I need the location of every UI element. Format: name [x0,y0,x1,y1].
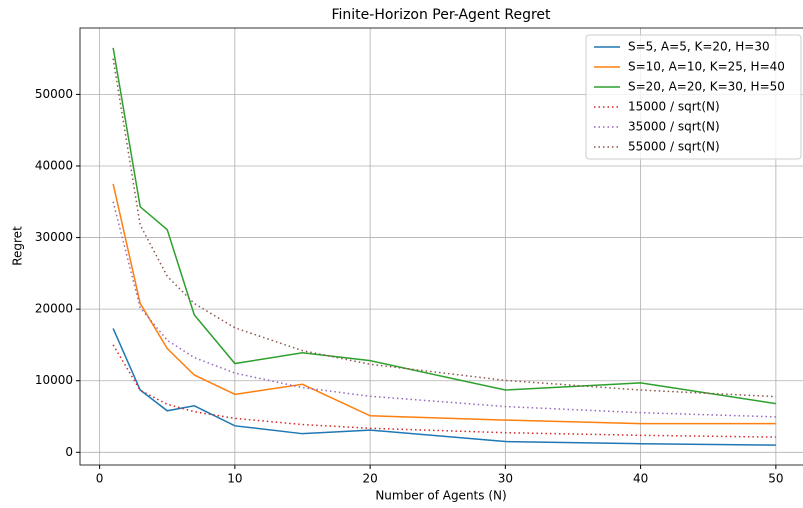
x-tick-label: 30 [498,472,513,486]
legend-label: S=20, A=20, K=30, H=50 [628,80,785,94]
chart-title: Finite-Horizon Per-Agent Regret [331,7,551,23]
y-tick-label: 40000 [35,158,73,172]
series-line [112,183,776,425]
x-tick-label: 10 [227,472,242,486]
y-tick-label: 0 [65,445,73,459]
series-line [112,328,776,446]
legend: S=5, A=5, K=20, H=30 S=10, A=10, K=25, H=… [585,34,802,160]
series-line [112,201,776,418]
x-tick-label: 50 [768,472,783,486]
legend-label: S=5, A=5, K=20, H=30 [628,40,770,54]
legend-box [585,34,802,160]
y-axis-label: Regret [11,226,25,266]
y-tick-label: 30000 [35,230,73,244]
y-tick-label: 50000 [35,87,73,101]
x-axis-label: Number of Agents (N) [375,489,506,503]
series-line [112,344,776,438]
series-line [112,47,776,405]
legend-label: S=10, A=10, K=25, H=40 [628,60,785,74]
x-tick-label: 20 [362,472,377,486]
axes-frame [79,27,803,466]
x-tick-label: 40 [633,472,648,486]
y-tick-label: 10000 [35,373,73,387]
series-line [112,58,776,398]
legend-label: 55000 / sqrt(N) [628,140,720,154]
legend-label: 35000 / sqrt(N) [628,120,720,134]
y-tick-label: 20000 [35,302,73,316]
x-tick-label: 0 [96,472,104,486]
legend-label: 15000 / sqrt(N) [628,100,720,114]
